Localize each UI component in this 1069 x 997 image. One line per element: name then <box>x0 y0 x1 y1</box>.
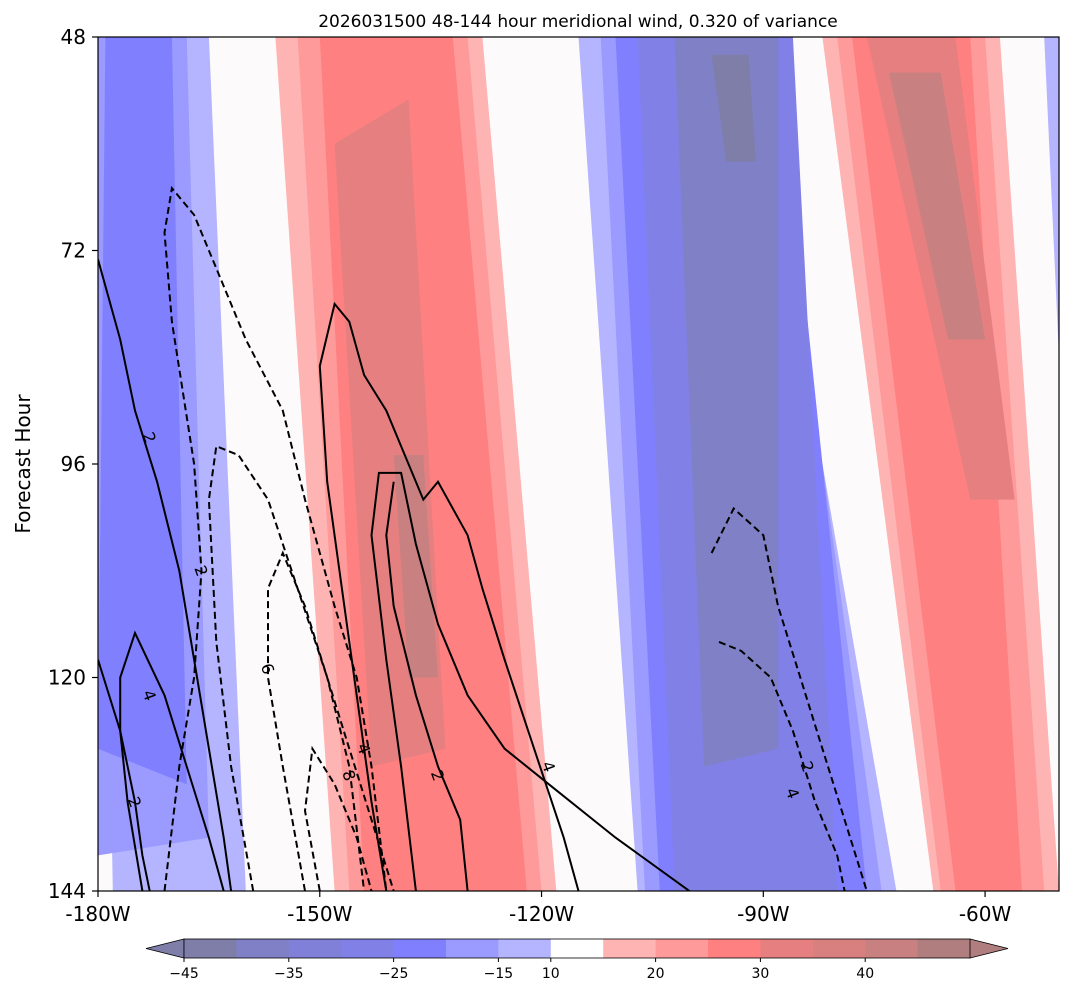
contour-line-3 <box>163 185 388 891</box>
contour-line-7 <box>318 301 580 891</box>
y-tick-label-3: 120 <box>48 666 86 690</box>
contour-line-8 <box>370 471 690 891</box>
colorbar-block-0 <box>184 939 237 958</box>
x-axis: -180W -150W -120W -90W -60W <box>65 891 1012 926</box>
fill-band-2 <box>98 37 187 785</box>
colorbar-block-9 <box>655 939 709 958</box>
filled-contours <box>98 37 1059 891</box>
fill-band-18 <box>889 72 986 340</box>
y-tick-label-0: 48 <box>61 25 86 49</box>
colorbar-tick-label-4: 10 <box>542 966 560 982</box>
contour-line-11 <box>718 640 846 891</box>
y-tick-label-2: 96 <box>61 452 86 476</box>
contour-line-9 <box>385 481 469 891</box>
colorbar-block-5 <box>446 939 499 958</box>
contour-line-10 <box>710 506 868 891</box>
colorbar-tick-label-2: −25 <box>379 966 409 982</box>
colorbar-block-7 <box>550 939 604 958</box>
y-tick-label-1: 72 <box>61 239 86 263</box>
colorbar: −45 −35 −25 −15 10 20 30 40 <box>145 938 1009 982</box>
colorbar-block-3 <box>341 939 395 958</box>
colorbar-tick-label-1: −35 <box>274 966 304 982</box>
contour-line-4 <box>267 550 366 891</box>
fill-band-7 <box>393 455 438 678</box>
y-axis: 48 72 96 120 144 <box>48 25 98 903</box>
colorbar-tick-label-3: −15 <box>484 966 514 982</box>
y-axis-label: Forecast Hour <box>11 394 35 534</box>
colorbar-tick-label-5: 20 <box>647 966 665 982</box>
x-tick-label-3: -90W <box>737 902 790 926</box>
colorbar-tick-label-6: 30 <box>751 966 769 982</box>
colorbar-block-11 <box>760 939 814 958</box>
contour-line-0 <box>98 259 233 891</box>
fill-band-19 <box>1044 37 1059 358</box>
colorbar-tick-label-0: −45 <box>169 966 199 982</box>
contour-line-2 <box>98 659 151 891</box>
colorbar-block-2 <box>288 939 342 958</box>
fill-band-12 <box>674 37 779 767</box>
contour-line-6 <box>303 745 373 891</box>
colorbar-tick-label-7: 40 <box>856 966 874 982</box>
x-tick-label-4: -60W <box>959 902 1012 926</box>
colorbar-frame <box>183 938 971 959</box>
colorbar-block-14 <box>917 939 971 958</box>
chart-title: 2026031500 48-144 hour meridional wind, … <box>318 12 838 32</box>
x-tick-label-0: -180W <box>65 902 130 926</box>
contour-line-5 <box>207 444 395 891</box>
colorbar-extend-low <box>145 938 185 959</box>
x-tick-label-1: -150W <box>287 902 352 926</box>
x-tick-label-2: -120W <box>509 902 574 926</box>
fill-band-13 <box>711 54 756 162</box>
colorbar-block-8 <box>603 939 657 958</box>
colorbar-block-6 <box>498 939 552 958</box>
y-tick-label-4: 144 <box>48 879 86 903</box>
contour-line-1 <box>119 630 225 891</box>
colorbar-extend-high <box>969 938 1009 959</box>
colorbar-block-4 <box>393 939 447 958</box>
colorbar-block-1 <box>236 939 290 958</box>
colorbar-block-13 <box>865 939 919 958</box>
colorbar-block-10 <box>708 939 761 958</box>
colorbar-block-12 <box>812 939 866 958</box>
